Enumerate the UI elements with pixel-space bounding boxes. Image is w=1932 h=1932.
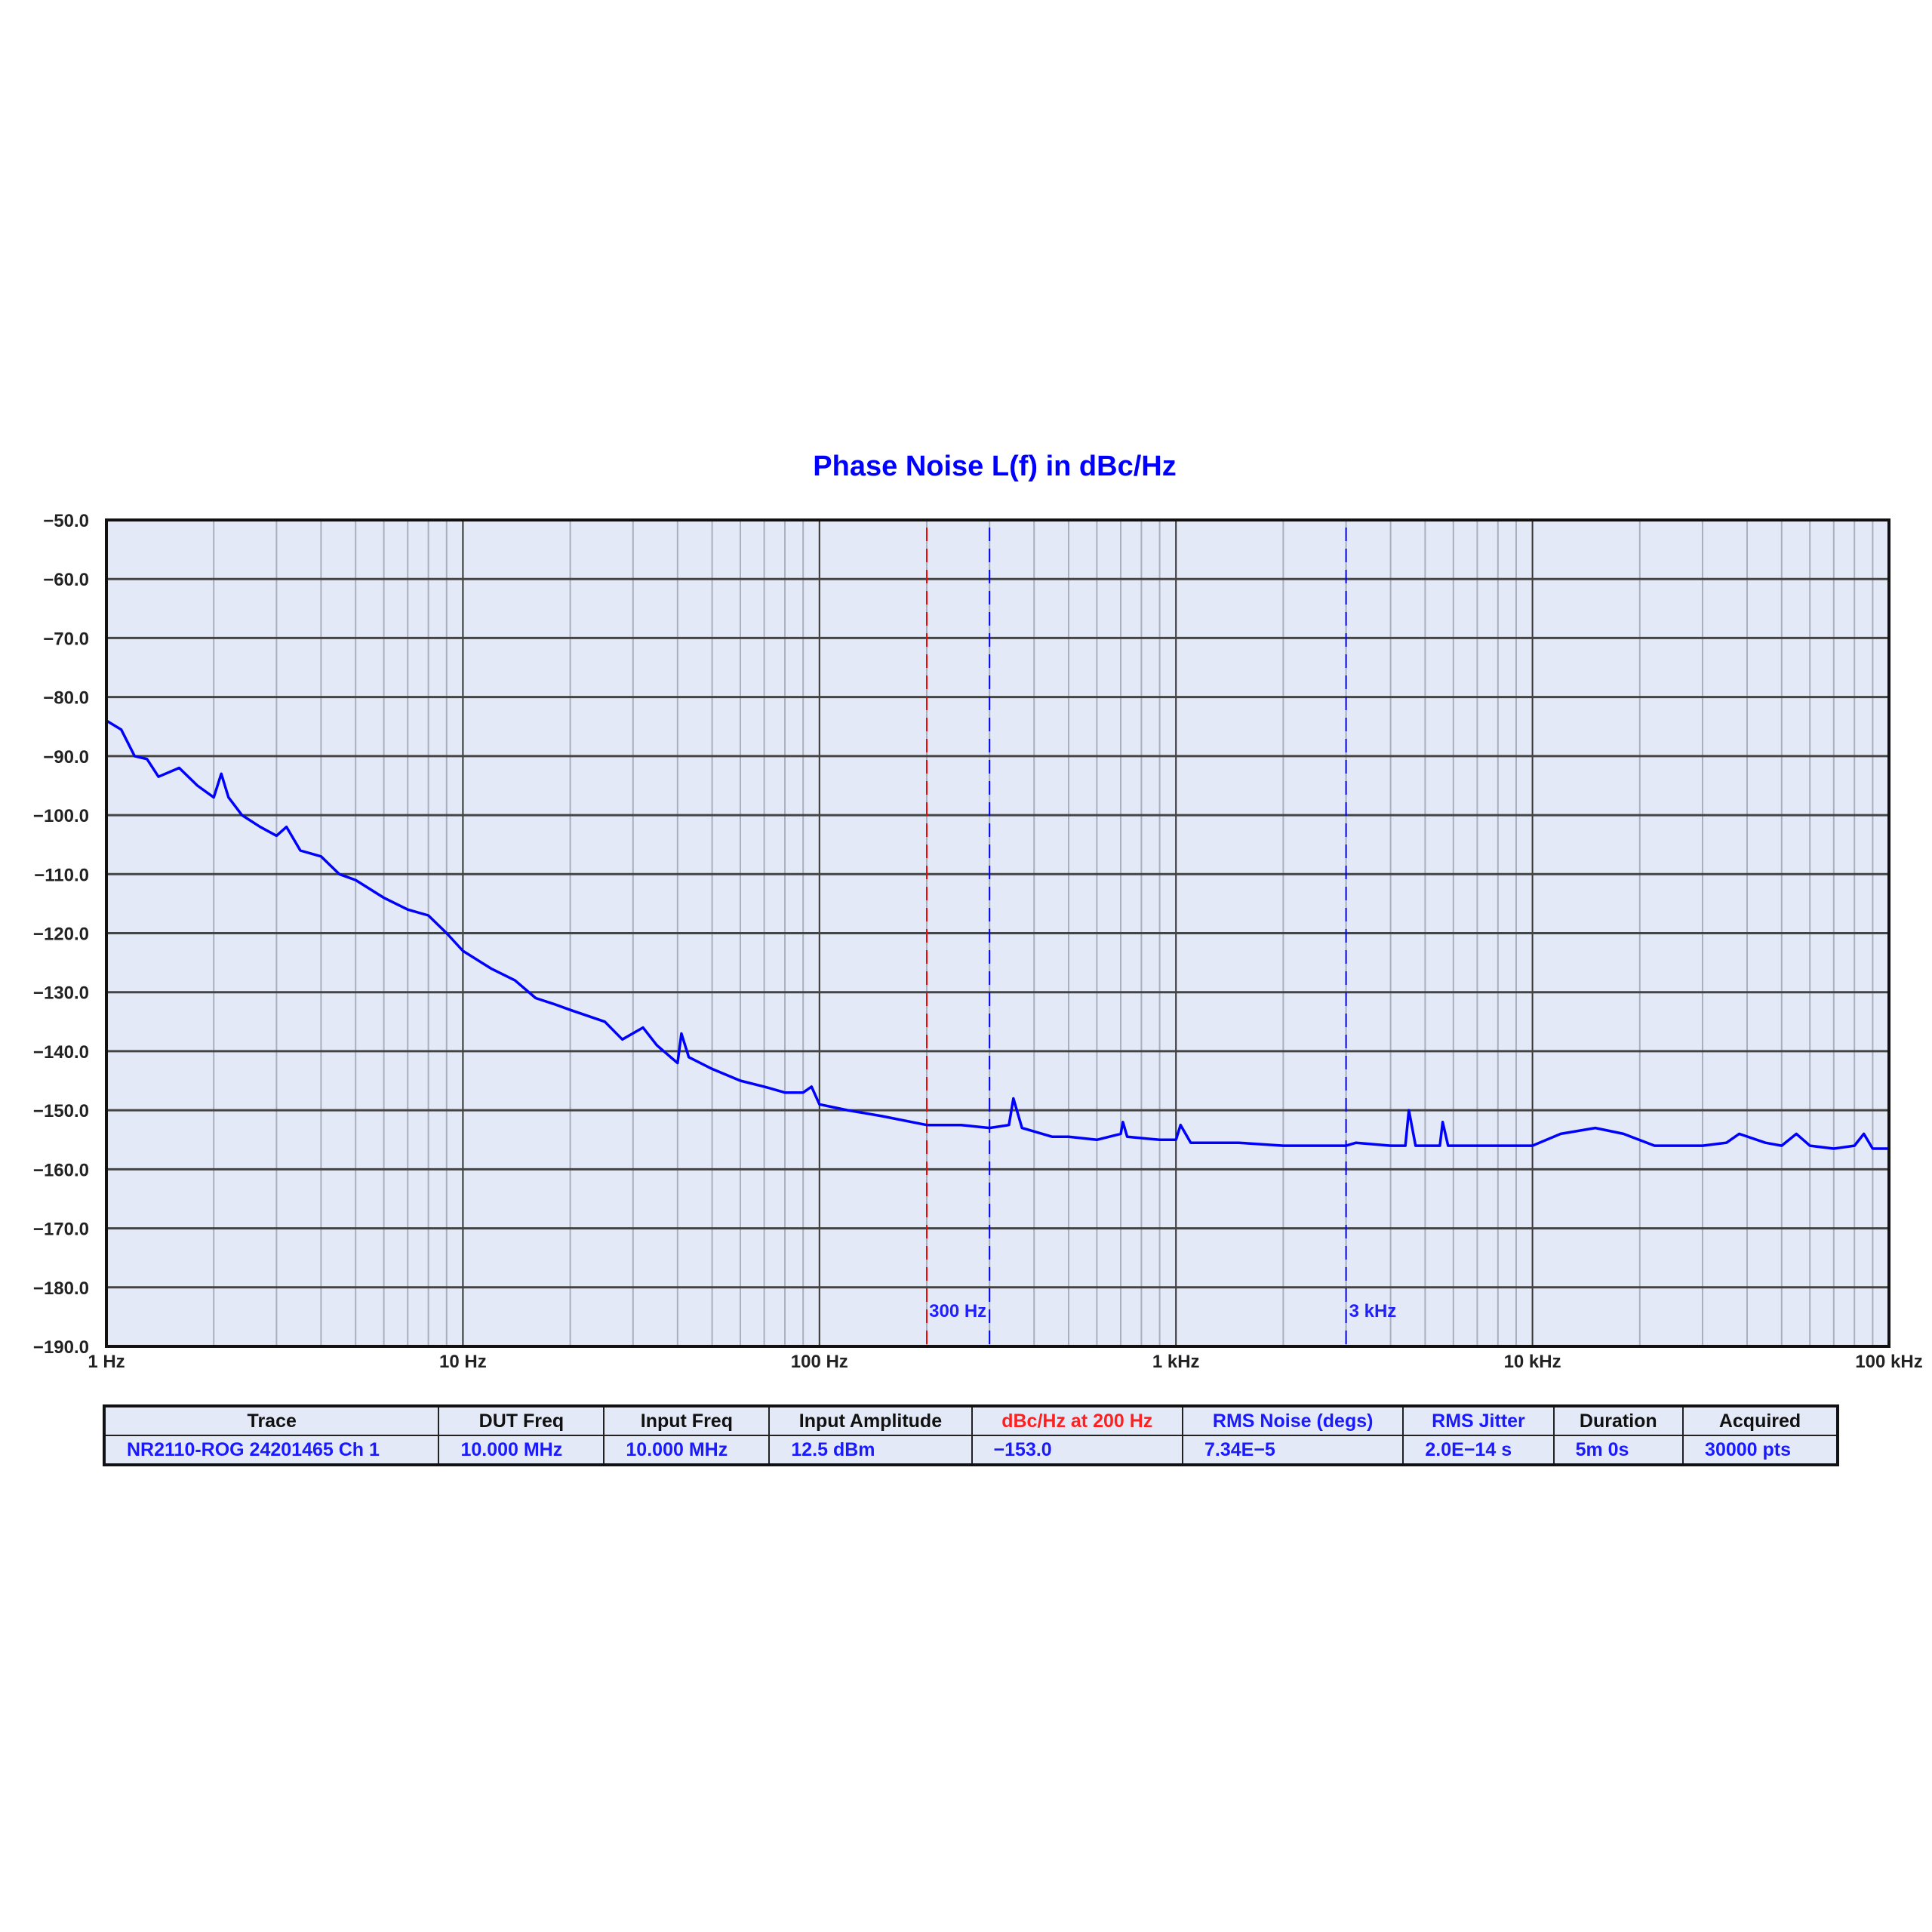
table-row: NR2110-ROG 24201465 Ch 1 10.000 MHz 10.000…	[103, 1435, 1838, 1466]
x-tick-label: 10 Hz	[439, 1352, 487, 1372]
table-cell: 5m 0s	[1552, 1435, 1684, 1466]
y-tick-label: −120.0	[33, 924, 89, 945]
column-header: Duration	[1552, 1405, 1684, 1436]
y-tick-label: −60.0	[43, 570, 89, 590]
y-tick-label: −150.0	[33, 1101, 89, 1121]
measurement-table: Trace DUT Freq Input Freq Input Amplitude dB…	[103, 1404, 1839, 1466]
y-tick-label: −160.0	[33, 1160, 89, 1180]
table-cell: 12.5 dBm	[768, 1435, 973, 1466]
y-tick-label: −140.0	[33, 1042, 89, 1063]
x-tick-label: 100 Hz	[791, 1352, 848, 1372]
column-header: Input Freq	[603, 1405, 771, 1436]
y-tick-label: −110.0	[34, 865, 89, 885]
table-cell: 2.0E−14 s	[1402, 1435, 1555, 1466]
column-header: RMS Noise (degs)	[1181, 1405, 1404, 1436]
table-cell: 10.000 MHz	[438, 1435, 605, 1466]
x-tick-label: 1 kHz	[1152, 1352, 1200, 1372]
y-tick-label: −50.0	[43, 511, 89, 531]
column-header: Trace	[103, 1405, 440, 1436]
y-tick-label: −130.0	[33, 983, 89, 1004]
y-tick-label: −90.0	[43, 747, 89, 768]
table-cell: 30000 pts	[1682, 1435, 1838, 1466]
column-header: DUT Freq	[438, 1405, 605, 1436]
chart-title: Phase Noise L(f) in dBc/Hz	[813, 451, 1176, 482]
plot-border	[105, 518, 1890, 1348]
phase-noise-trace	[106, 719, 1889, 1150]
table-header-row: Trace DUT Freq Input Freq Input Amplitude dB…	[103, 1405, 1838, 1436]
table-cell: NR2110-ROG 24201465 Ch 1	[103, 1435, 440, 1466]
column-header: RMS Jitter	[1402, 1405, 1555, 1436]
column-header: Acquired	[1682, 1405, 1838, 1436]
y-tick-label: −180.0	[33, 1278, 89, 1299]
column-header: dBc/Hz at 200 Hz	[971, 1405, 1183, 1436]
column-header: Input Amplitude	[768, 1405, 973, 1436]
x-tick-label: 10 kHz	[1504, 1352, 1561, 1372]
y-tick-label: −100.0	[33, 806, 89, 826]
y-tick-label: −70.0	[43, 629, 89, 649]
table-cell: 10.000 MHz	[603, 1435, 771, 1466]
y-tick-label: −170.0	[33, 1220, 89, 1240]
table-cell: 7.34E−5	[1181, 1435, 1404, 1466]
table-cell: −153.0	[971, 1435, 1183, 1466]
frequency-marker-label: 3 kHz	[1349, 1301, 1397, 1321]
y-tick-label: −190.0	[33, 1337, 89, 1358]
y-tick-label: −80.0	[43, 688, 89, 709]
x-tick-label: 1 Hz	[88, 1352, 125, 1372]
frequency-marker-label: 300 Hz	[929, 1301, 986, 1321]
x-tick-label: 100 kHz	[1855, 1352, 1922, 1372]
